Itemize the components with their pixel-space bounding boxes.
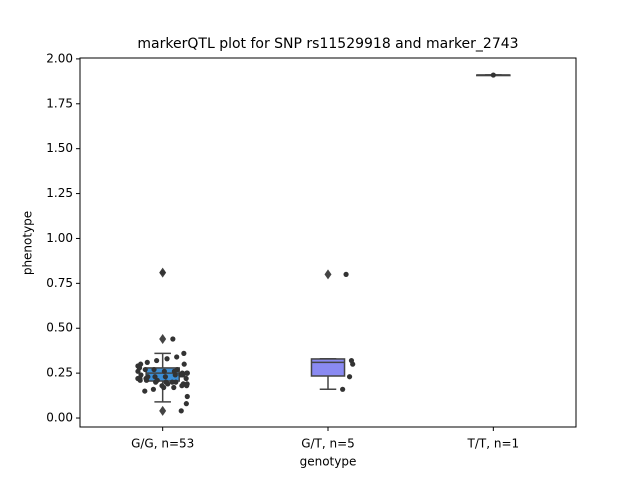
x-tick-label: T/T, n=1 xyxy=(467,437,520,451)
data-point xyxy=(162,374,168,380)
data-point xyxy=(172,372,178,378)
y-tick-label: 1.75 xyxy=(46,96,73,110)
outlier xyxy=(159,405,167,416)
data-point xyxy=(169,379,175,385)
data-point xyxy=(159,383,165,389)
data-point xyxy=(343,271,349,277)
y-tick-label: 1.00 xyxy=(46,231,73,245)
data-point xyxy=(171,384,177,391)
data-point xyxy=(178,372,184,378)
data-point xyxy=(161,368,167,374)
data-point xyxy=(150,386,157,392)
y-tick-label: 1.25 xyxy=(46,186,73,200)
data-point xyxy=(164,356,170,362)
data-point xyxy=(346,374,353,380)
y-tick-label: 0.75 xyxy=(46,276,73,290)
data-point xyxy=(154,377,160,383)
x-tick-label: G/G, n=53 xyxy=(131,437,194,451)
y-tick-label: 0.25 xyxy=(46,366,73,380)
data-point xyxy=(179,383,185,389)
data-point xyxy=(135,368,141,374)
y-axis-label: phenotype xyxy=(21,211,35,275)
data-point xyxy=(145,374,151,380)
data-point xyxy=(184,370,190,376)
data-point xyxy=(181,350,187,356)
data-point xyxy=(490,72,496,78)
y-tick-label: 0.50 xyxy=(46,321,73,335)
data-point xyxy=(144,359,150,365)
data-point xyxy=(184,383,190,389)
y-tick-label: 2.00 xyxy=(46,51,73,65)
outlier xyxy=(324,269,332,280)
x-tick-label: G/T, n=5 xyxy=(301,437,355,451)
data-point xyxy=(340,386,346,392)
data-point xyxy=(170,336,176,342)
data-point xyxy=(350,361,356,367)
outlier xyxy=(159,334,167,345)
data-point xyxy=(154,357,160,364)
data-point xyxy=(151,366,157,373)
x-axis-label: genotype xyxy=(300,455,357,469)
y-tick-label: 1.50 xyxy=(46,141,73,155)
chart-title: markerQTL plot for SNP rs11529918 and ma… xyxy=(137,36,518,52)
data-point xyxy=(142,366,148,373)
data-point xyxy=(138,372,144,378)
data-point xyxy=(173,379,179,385)
data-point xyxy=(181,361,187,367)
box xyxy=(310,358,346,377)
data-point xyxy=(165,381,171,387)
data-point xyxy=(174,354,180,360)
data-point xyxy=(184,393,190,400)
data-point xyxy=(183,401,189,407)
data-point xyxy=(174,366,180,373)
data-point xyxy=(178,408,184,414)
y-tick-label: 0.00 xyxy=(46,411,73,425)
data-point xyxy=(137,377,143,383)
data-point xyxy=(183,375,189,382)
data-point xyxy=(142,388,148,394)
data-point xyxy=(160,269,166,276)
